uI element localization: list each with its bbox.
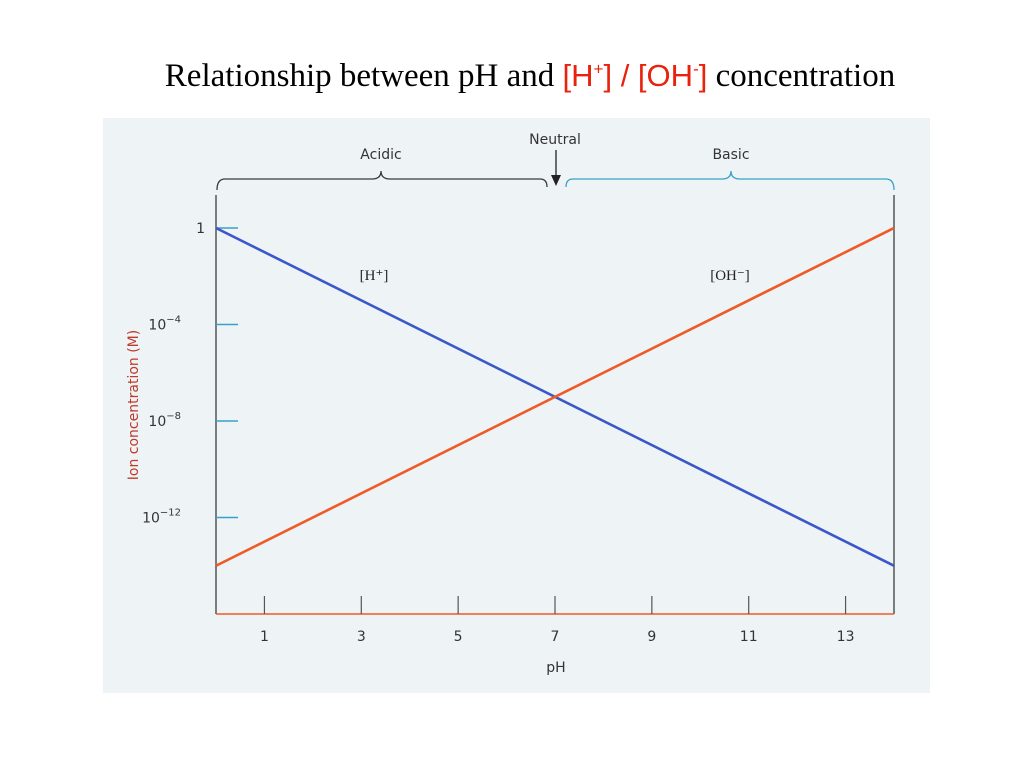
y-axis-title: Ion concentration (M) — [126, 330, 142, 480]
neutral-label: Neutral — [529, 132, 581, 148]
neutral-arrow-icon — [551, 175, 561, 186]
acidic-bracket — [216, 170, 548, 191]
basic-label: Basic — [712, 147, 749, 163]
x-tick-label: 5 — [454, 629, 463, 645]
title-h: [H — [562, 58, 594, 93]
x-tick-label: 7 — [551, 629, 560, 645]
title-suffix: concentration — [707, 58, 896, 94]
basic-bracket — [565, 170, 895, 191]
x-ticks: 1 3 5 7 9 11 13 — [260, 596, 855, 645]
y-tick-label: 10−4 — [148, 315, 181, 334]
x-axis-title: pH — [546, 660, 565, 676]
acidic-label: Acidic — [360, 147, 401, 163]
y-tick-label: 10−12 — [142, 508, 181, 527]
x-tick-label: 9 — [647, 629, 656, 645]
title-oh: ] / [OH — [603, 58, 694, 93]
series-label-h: [H⁺] — [360, 268, 389, 284]
title-close: ] — [698, 58, 708, 93]
x-tick-label: 11 — [740, 629, 758, 645]
region-brackets: Acidic Neutral Basic — [216, 132, 895, 191]
title-ion-formula: [H+] / [OH-] — [563, 58, 708, 93]
y-tick-label: 10−8 — [148, 411, 181, 430]
y-ticks: 1 10−4 10−8 10−12 — [142, 221, 238, 527]
title-h-sup: + — [593, 59, 604, 79]
series-label-oh: [OH⁻] — [710, 268, 750, 284]
series-line-oh — [215, 226, 895, 567]
series-lines — [215, 226, 895, 567]
y-tick-label: 1 — [196, 221, 205, 237]
x-tick-label: 1 — [260, 629, 269, 645]
x-tick-label: 3 — [357, 629, 366, 645]
chart-panel-background — [103, 118, 930, 693]
x-tick-label: 13 — [837, 629, 855, 645]
title-prefix: Relationship between pH and — [164, 58, 563, 94]
slide-title: Relationship between pH and [H+] / [OH-]… — [0, 58, 1024, 95]
title-oh-sup: - — [693, 59, 699, 79]
